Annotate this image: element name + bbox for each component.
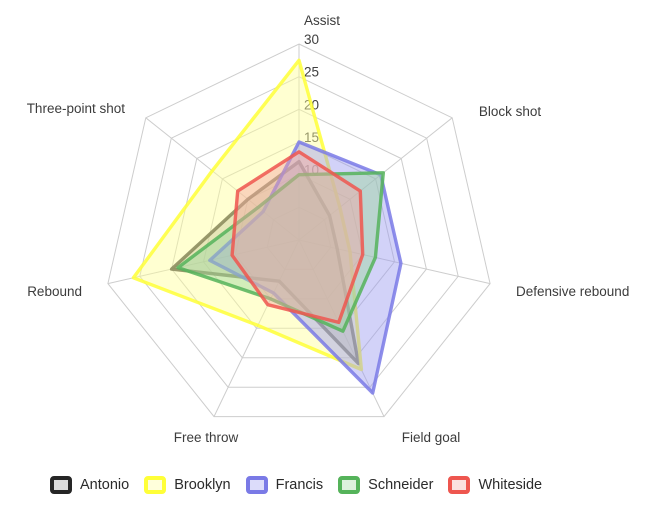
legend-swatch-schneider <box>338 476 361 494</box>
axis-line <box>145 117 300 241</box>
radar-chart: 30 25 20 15 10 Assist Block shot Defensive rebo… <box>27 13 630 445</box>
category-label-field-goal: Field goal <box>402 430 461 445</box>
legend-label: Schneider <box>368 477 434 493</box>
legend-swatch-francis <box>245 476 268 494</box>
category-label-three-point-shot: Three-point shot <box>27 101 126 116</box>
grid-ring <box>139 76 459 388</box>
category-label-defensive-rebound: Defensive rebound <box>516 284 629 299</box>
legend-swatch-whiteside <box>448 476 471 494</box>
category-label-free-throw: Free throw <box>174 430 239 445</box>
series-polygon-francis <box>208 140 403 395</box>
legend-label: Francis <box>275 477 324 493</box>
legend-swatch-brooklyn <box>144 476 167 494</box>
tick-label: 15 <box>304 130 319 145</box>
grid-ring <box>234 174 364 300</box>
tick-label: 25 <box>304 65 319 80</box>
legend-item-francis: Francis <box>245 476 324 494</box>
grid-ring <box>171 108 427 359</box>
axis-line <box>213 239 300 417</box>
legend-swatch-antonio <box>50 476 72 494</box>
legend-label: Whiteside <box>478 477 543 493</box>
category-label-block-shot: Block shot <box>479 104 542 119</box>
tick-label: 30 <box>304 32 319 47</box>
legend-item-schneider: Schneider <box>338 476 433 494</box>
legend-item-antonio: Antonio <box>50 476 129 494</box>
grid-ring <box>202 141 396 329</box>
legend-item-whiteside: Whiteside <box>448 476 542 494</box>
series-polygon-whiteside <box>230 150 365 325</box>
legend-item-brooklyn: Brooklyn <box>144 476 231 494</box>
category-label-assist: Assist <box>304 13 340 28</box>
axis-line <box>298 239 491 285</box>
grid-ring <box>107 43 491 418</box>
axis-line <box>298 117 453 241</box>
axis-line <box>298 239 385 417</box>
legend-label: Brooklyn <box>174 477 231 493</box>
axis-line <box>107 239 300 285</box>
grid-ring <box>266 206 332 270</box>
category-label-rebound: Rebound <box>27 284 82 299</box>
legend-label: Antonio <box>80 477 130 493</box>
legend: Antonio Brooklyn Francis Schneider Whiteside <box>50 468 610 502</box>
